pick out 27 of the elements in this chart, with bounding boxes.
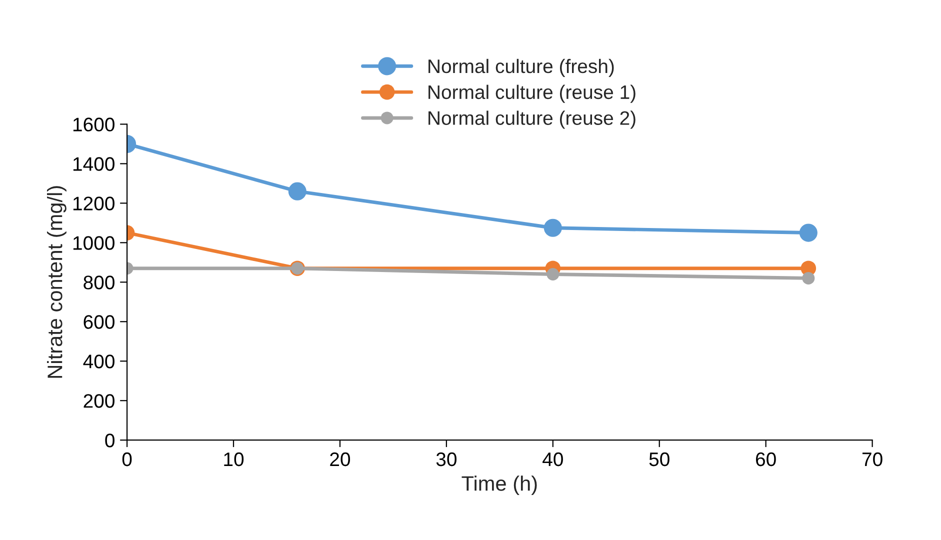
legend-label: Normal culture (reuse 1)	[428, 84, 636, 103]
x-tick-label: 50	[649, 452, 670, 466]
y-axis-title: Nitrate content (mg/l)	[47, 186, 66, 378]
legend-label: Normal culture (fresh)	[428, 58, 614, 77]
y-tick-label: 0	[105, 434, 114, 448]
x-tick-label: 10	[224, 452, 244, 466]
x-tick-label: 30	[436, 452, 456, 466]
point	[799, 224, 818, 242]
y-tick-label: 1000	[73, 236, 114, 250]
y-tick-label: 200	[84, 394, 114, 408]
y-tick-label: 400	[83, 354, 114, 368]
x-tick-label: 70	[862, 452, 882, 466]
point	[288, 182, 306, 200]
x-tick-label: 60	[756, 452, 776, 466]
x-axis-title: Time (h)	[462, 476, 537, 495]
x-tick-label: 0	[122, 452, 132, 466]
point	[544, 218, 562, 237]
point	[546, 268, 560, 281]
x-tick-label: 40	[542, 452, 563, 466]
x-tick-label: 20	[330, 452, 350, 466]
y-tick-label: 800	[84, 276, 114, 290]
point	[802, 272, 815, 284]
y-tick-label: 1600	[73, 118, 114, 132]
legend-label: Normal culture (reuse 2)	[428, 110, 636, 129]
y-tick-label: 1200	[73, 196, 114, 210]
y-tick-label: 1400	[73, 157, 114, 171]
y-tick-label: 600	[84, 315, 114, 329]
